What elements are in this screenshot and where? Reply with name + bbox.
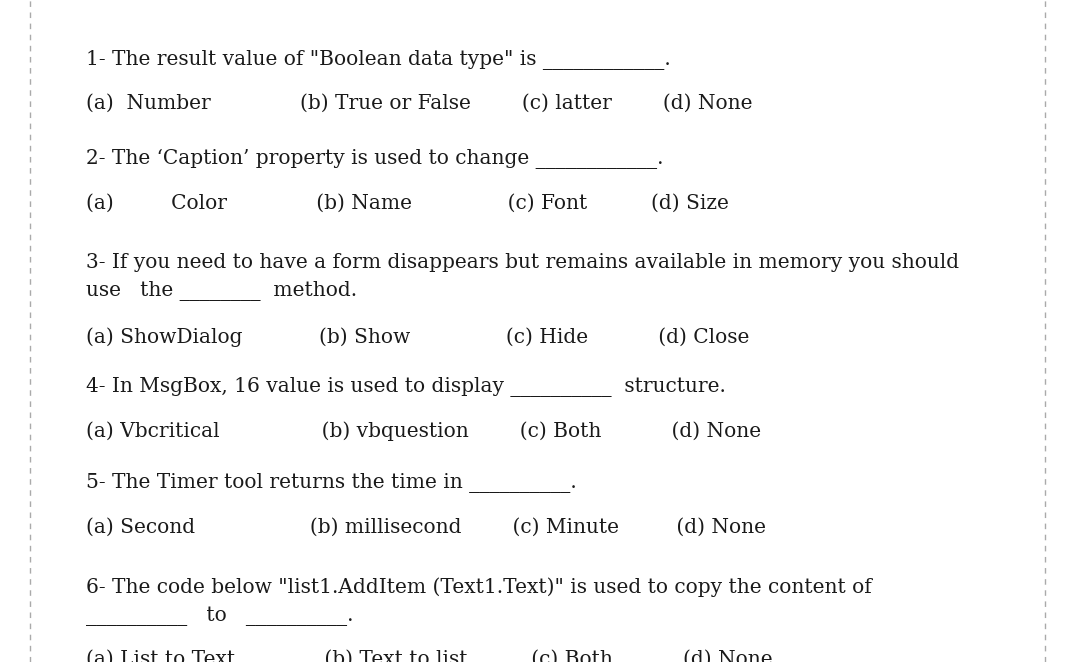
Text: (a) Vbcritical                (b) vbquestion        (c) Both           (d) None: (a) Vbcritical (b) vbquestion (c) Both (… bbox=[86, 422, 761, 442]
Text: (a) Second                  (b) millisecond        (c) Minute         (d) None: (a) Second (b) millisecond (c) Minute (d… bbox=[86, 518, 767, 537]
Text: 2- The ‘Caption’ property is used to change ____________.: 2- The ‘Caption’ property is used to cha… bbox=[86, 149, 664, 169]
Text: 4- In MsgBox, 16 value is used to display __________  structure.: 4- In MsgBox, 16 value is used to displa… bbox=[86, 377, 726, 397]
Text: (a)  Number              (b) True or False        (c) latter        (d) None: (a) Number (b) True or False (c) latter … bbox=[86, 94, 753, 113]
Text: 1- The result value of "Boolean data type" is ____________.: 1- The result value of "Boolean data typ… bbox=[86, 50, 671, 70]
Text: (a) List to Text              (b) Text to list          (c) Both           (d) N: (a) List to Text (b) Text to list (c) Bo… bbox=[86, 650, 773, 662]
Text: 3- If you need to have a form disappears but remains available in memory you sho: 3- If you need to have a form disappears… bbox=[86, 253, 959, 301]
Text: 6- The code below "list1.AddItem (Text1.Text)" is used to copy the content of
__: 6- The code below "list1.AddItem (Text1.… bbox=[86, 577, 873, 626]
Text: (a) ShowDialog            (b) Show               (c) Hide           (d) Close: (a) ShowDialog (b) Show (c) Hide (d) Clo… bbox=[86, 328, 750, 348]
Text: (a)         Color              (b) Name               (c) Font          (d) Size: (a) Color (b) Name (c) Font (d) Size bbox=[86, 193, 729, 213]
Text: 5- The Timer tool returns the time in __________.: 5- The Timer tool returns the time in __… bbox=[86, 473, 577, 493]
